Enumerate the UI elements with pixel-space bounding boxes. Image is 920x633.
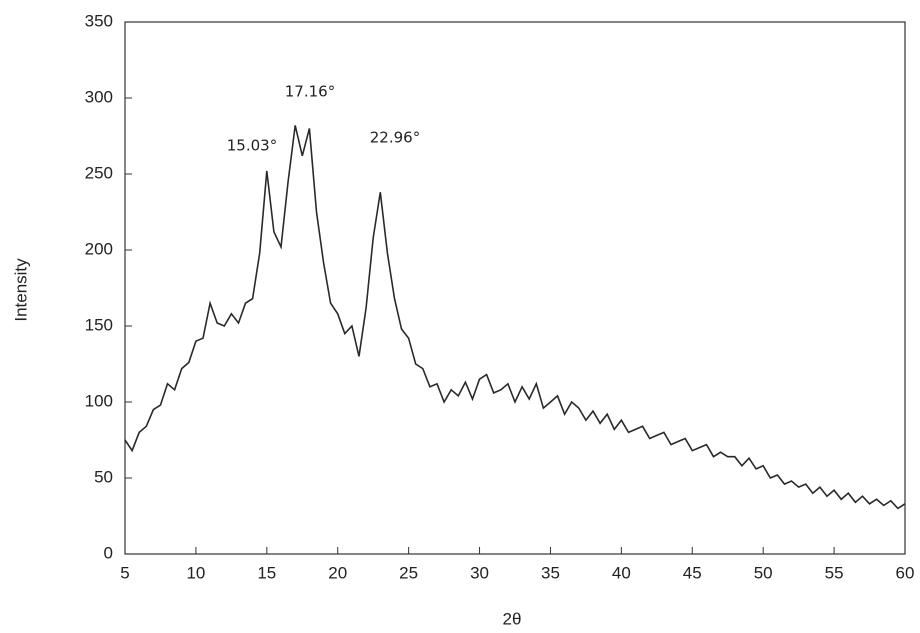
x-tick-label: 50 [754, 563, 773, 582]
chart: 2θ Intensity 0 50 100 150 200 250 300 350 5 10 15 2… [0, 0, 920, 633]
x-tick-label: 40 [612, 563, 631, 582]
x-tick-label: 55 [825, 563, 844, 582]
x-tick-label: 60 [896, 563, 915, 582]
x-tick-label: 15 [257, 563, 276, 582]
peak-annotation: 22.96° [370, 129, 420, 147]
peak-annotation: 15.03° [227, 137, 277, 155]
x-axis-label: 2θ [503, 609, 522, 628]
plot-frame [125, 22, 905, 554]
y-tick-label: 0 [104, 543, 113, 562]
y-tick-label: 250 [85, 163, 113, 182]
y-tick-label: 350 [85, 11, 113, 30]
x-tick-label: 45 [683, 563, 702, 582]
y-axis-label: Intensity [11, 258, 30, 322]
y-tick-label: 300 [85, 87, 113, 106]
y-tick-label: 150 [85, 315, 113, 334]
x-tick-label: 10 [186, 563, 205, 582]
y-tick-label: 100 [85, 391, 113, 410]
x-tick-label: 35 [541, 563, 560, 582]
x-tick-label: 5 [120, 563, 129, 582]
y-tick-label: 200 [85, 239, 113, 258]
y-tick-label: 50 [94, 467, 113, 486]
data-line [125, 125, 905, 508]
x-tick-label: 20 [328, 563, 347, 582]
x-tick-label: 25 [399, 563, 418, 582]
peak-annotation: 17.16° [285, 83, 335, 101]
x-tick-label: 30 [470, 563, 489, 582]
